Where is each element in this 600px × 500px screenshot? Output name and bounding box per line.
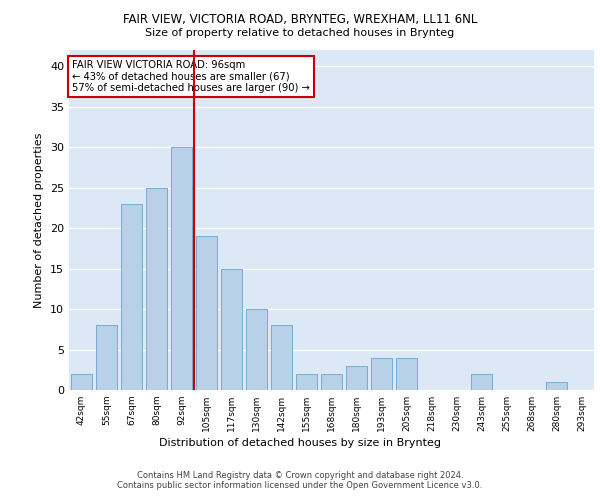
Bar bbox=[146, 188, 167, 390]
Bar bbox=[396, 358, 417, 390]
Bar bbox=[171, 147, 192, 390]
Bar bbox=[346, 366, 367, 390]
Bar bbox=[96, 325, 117, 390]
Bar bbox=[296, 374, 317, 390]
Bar bbox=[371, 358, 392, 390]
Bar bbox=[246, 309, 267, 390]
Bar bbox=[471, 374, 492, 390]
Text: FAIR VIEW VICTORIA ROAD: 96sqm
← 43% of detached houses are smaller (67)
57% of : FAIR VIEW VICTORIA ROAD: 96sqm ← 43% of … bbox=[71, 60, 310, 94]
Y-axis label: Number of detached properties: Number of detached properties bbox=[34, 132, 44, 308]
Bar bbox=[196, 236, 217, 390]
Bar bbox=[121, 204, 142, 390]
Text: Distribution of detached houses by size in Brynteg: Distribution of detached houses by size … bbox=[159, 438, 441, 448]
Text: Size of property relative to detached houses in Brynteg: Size of property relative to detached ho… bbox=[145, 28, 455, 38]
Bar bbox=[271, 325, 292, 390]
Text: Contains HM Land Registry data © Crown copyright and database right 2024.
Contai: Contains HM Land Registry data © Crown c… bbox=[118, 470, 482, 490]
Bar bbox=[71, 374, 92, 390]
Bar bbox=[546, 382, 567, 390]
Bar bbox=[221, 268, 242, 390]
Text: FAIR VIEW, VICTORIA ROAD, BRYNTEG, WREXHAM, LL11 6NL: FAIR VIEW, VICTORIA ROAD, BRYNTEG, WREXH… bbox=[123, 12, 477, 26]
Bar bbox=[321, 374, 342, 390]
